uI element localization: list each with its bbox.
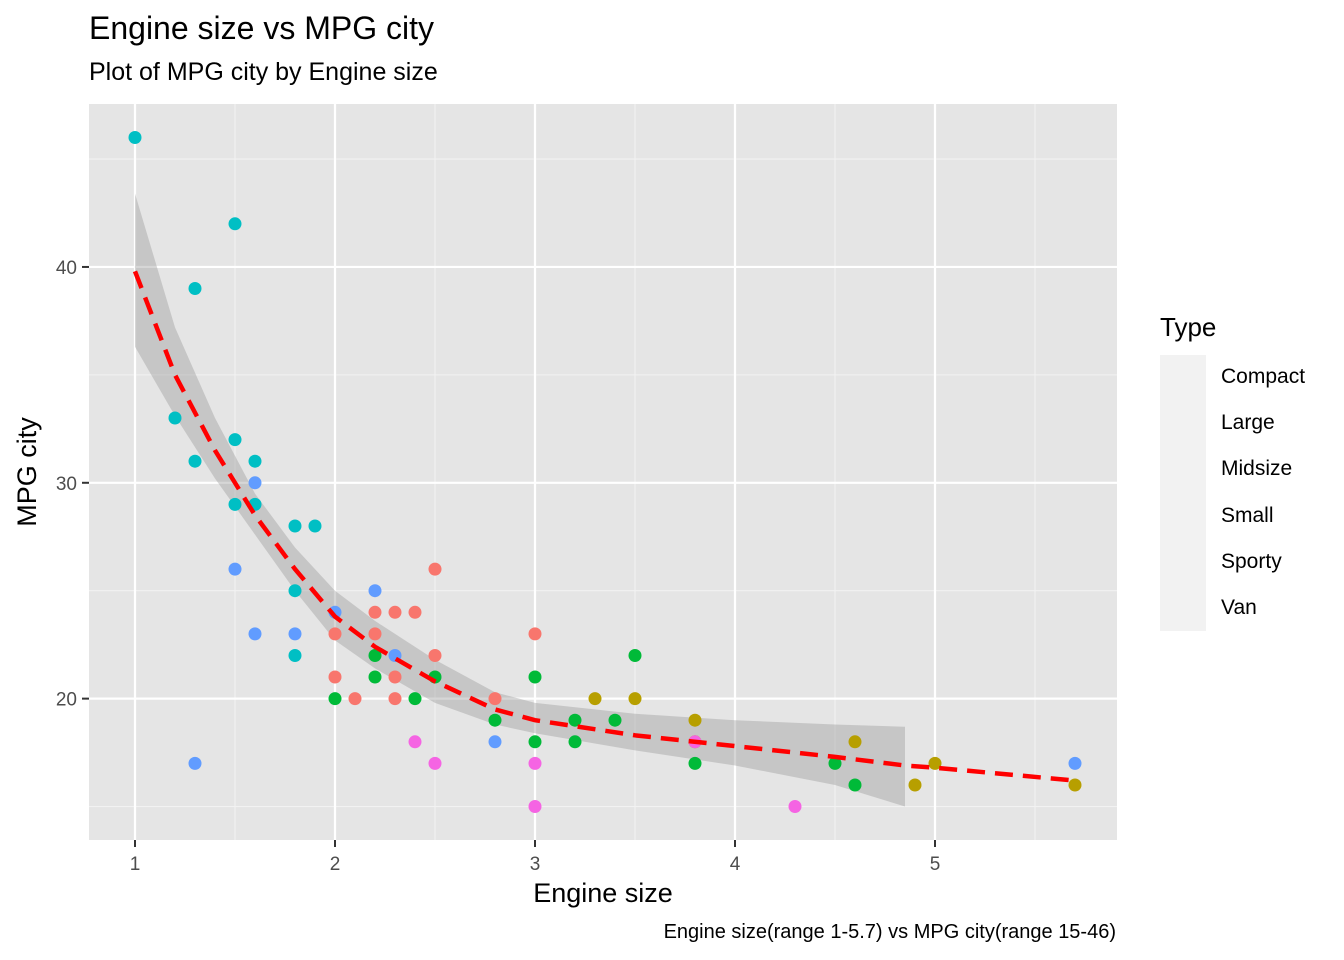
- y-axis-label: MPG city: [12, 417, 42, 527]
- x-tick-label: 3: [530, 854, 541, 875]
- point-midsize: [608, 713, 622, 727]
- point-compact: [488, 692, 502, 706]
- legend-key-panel: [1160, 355, 1206, 631]
- point-sporty: [188, 756, 202, 770]
- point-midsize: [488, 713, 502, 727]
- point-small: [228, 433, 242, 447]
- point-midsize: [368, 649, 382, 662]
- point-sporty: [488, 735, 502, 749]
- point-sporty: [248, 476, 262, 490]
- point-midsize: [568, 713, 582, 727]
- loess-line: [132, 270, 1076, 783]
- legend-label-midsize: Midsize: [1221, 457, 1293, 481]
- point-midsize: [828, 756, 842, 770]
- point-midsize: [408, 692, 422, 706]
- point-large: [688, 713, 702, 727]
- point-midsize: [528, 670, 542, 684]
- point-large: [928, 756, 942, 770]
- point-compact: [388, 670, 402, 684]
- point-van: [428, 756, 442, 770]
- point-compact: [428, 562, 442, 576]
- point-small: [188, 282, 202, 295]
- point-large: [628, 692, 642, 706]
- x-tick-label: 4: [730, 854, 741, 875]
- point-compact: [428, 649, 442, 662]
- point-sporty: [288, 627, 302, 641]
- y-tick-label: 30: [56, 474, 77, 495]
- point-midsize: [628, 649, 642, 662]
- point-small: [248, 454, 262, 468]
- point-sporty: [228, 562, 242, 576]
- confidence-band-area: [135, 193, 905, 807]
- confidence-band: [135, 193, 905, 807]
- x-tick-label: 1: [130, 854, 141, 875]
- x-tick-label: 5: [930, 854, 941, 875]
- point-large: [848, 735, 862, 749]
- point-small: [228, 497, 242, 511]
- x-axis-label: Engine size: [533, 878, 673, 908]
- point-large: [588, 692, 602, 706]
- point-small: [308, 519, 322, 533]
- point-compact: [368, 627, 382, 641]
- chart-title: Engine size vs MPG city: [89, 10, 434, 46]
- point-compact: [408, 605, 422, 619]
- point-van: [528, 756, 542, 770]
- point-large: [908, 778, 922, 792]
- point-midsize: [528, 735, 542, 749]
- x-tick-label: 2: [330, 854, 341, 875]
- legend-label-van: Van: [1221, 596, 1257, 619]
- point-sporty: [248, 627, 262, 641]
- point-small: [168, 411, 182, 425]
- point-van: [788, 800, 802, 813]
- point-midsize: [328, 692, 342, 706]
- point-small: [288, 584, 302, 598]
- point-sporty: [1068, 756, 1082, 770]
- plot-panel: [89, 104, 1117, 840]
- point-small: [288, 519, 302, 533]
- point-compact: [528, 627, 542, 641]
- point-compact: [328, 670, 342, 684]
- legend-label-small: Small: [1221, 503, 1274, 527]
- legend-label-large: Large: [1221, 411, 1275, 435]
- loess-trend-line: [132, 270, 1076, 783]
- data-points: [128, 131, 1082, 813]
- chart-subtitle: Plot of MPG city by Engine size: [89, 58, 438, 86]
- y-tick-label: 20: [56, 690, 77, 711]
- point-compact: [388, 692, 402, 706]
- point-van: [528, 800, 542, 813]
- point-midsize: [568, 735, 582, 749]
- point-midsize: [688, 756, 702, 770]
- point-sporty: [368, 584, 382, 598]
- point-large: [1068, 778, 1082, 792]
- chart-caption: Engine size(range 1-5.7) vs MPG city(ran…: [663, 921, 1116, 943]
- point-compact: [388, 605, 402, 619]
- legend-title: Type: [1160, 312, 1217, 342]
- point-compact: [368, 605, 382, 619]
- point-compact: [348, 692, 362, 706]
- point-small: [288, 649, 302, 662]
- legend-label-compact: Compact: [1221, 365, 1306, 388]
- point-small: [188, 454, 202, 468]
- y-tick-label: 40: [56, 258, 77, 279]
- legend-label-sporty: Sporty: [1221, 549, 1282, 573]
- axes: 1 2 3 4 5 20 30 40: [56, 258, 940, 875]
- point-van: [408, 735, 422, 749]
- minor-gridlines: [89, 104, 1117, 840]
- point-midsize: [368, 670, 382, 684]
- point-midsize: [848, 778, 862, 792]
- point-small: [228, 217, 242, 231]
- point-compact: [328, 627, 342, 641]
- point-small: [128, 131, 142, 144]
